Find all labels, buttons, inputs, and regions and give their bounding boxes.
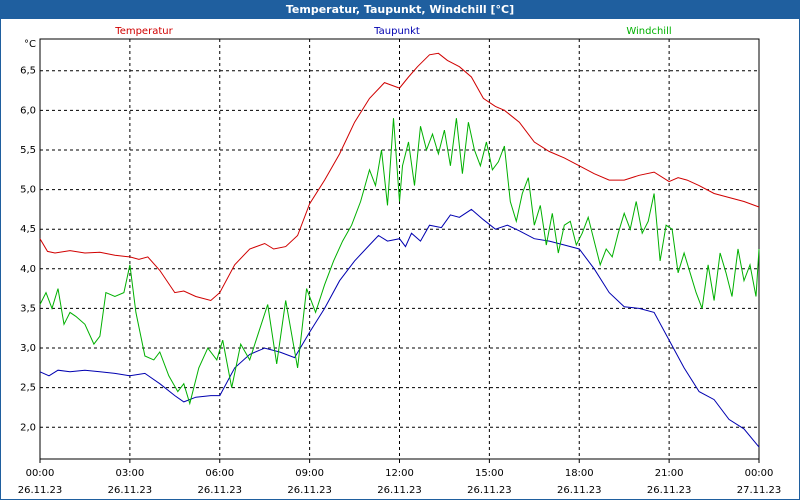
x-tick-date: 26.11.23 [197, 485, 242, 496]
y-tick-label: 4,5 [20, 224, 36, 235]
x-tick-time: 00:00 [26, 468, 55, 479]
x-axis: 00:00 26.11.23 03:00 26.11.23 06:00 26.11.23 0… [18, 459, 782, 496]
legend: Temperatur Taupunkt Windchill [114, 26, 671, 37]
x-tick-time: 03:00 [115, 468, 144, 479]
series-line-windchill [39, 118, 760, 406]
y-tick-label: 2,5 [20, 383, 36, 394]
y-tick-label: 3,5 [20, 303, 36, 314]
y-tick-label: 5,0 [20, 185, 36, 196]
y-tick-label: 2,0 [20, 422, 36, 433]
x-tick-date: 26.11.23 [377, 485, 422, 496]
series-line-taupunkt [39, 208, 760, 448]
x-tick-time: 00:00 [745, 468, 774, 479]
x-tick-date: 26.11.23 [557, 485, 602, 496]
x-tick-time: 12:00 [385, 468, 414, 479]
x-tick-time: 06:00 [205, 468, 234, 479]
x-tick-time: 15:00 [475, 468, 504, 479]
x-tick-time: 18:00 [565, 468, 594, 479]
y-tick-label: 4,0 [20, 264, 36, 275]
x-tick-time: 21:00 [655, 468, 684, 479]
y-tick-label: 3,0 [20, 343, 36, 354]
y-tick-label: 6,0 [20, 105, 36, 116]
y-tick-label: 5,5 [20, 145, 36, 156]
series-layer [39, 52, 760, 448]
y-tick-label: 6,5 [20, 66, 36, 77]
legend-temperatur: Temperatur [114, 26, 173, 37]
x-tick-date: 26.11.23 [647, 485, 692, 496]
y-axis: 2,0 2,5 3,0 3,5 4,0 4,5 5,0 5,5 6,0 6,5 °C [20, 39, 36, 433]
x-tick-time: 09:00 [295, 468, 324, 479]
series-line-temperatur [39, 52, 760, 302]
x-tick-date: 26.11.23 [467, 485, 512, 496]
legend-windchill: Windchill [626, 26, 671, 37]
window-title: Temperatur, Taupunkt, Windchill [°C] [1, 1, 799, 19]
y-axis-unit: °C [24, 39, 36, 50]
x-tick-date: 26.11.23 [287, 485, 332, 496]
legend-taupunkt: Taupunkt [373, 26, 420, 37]
x-tick-date: 26.11.23 [108, 485, 153, 496]
x-tick-date: 27.11.23 [737, 485, 782, 496]
x-tick-date: 26.11.23 [18, 485, 63, 496]
